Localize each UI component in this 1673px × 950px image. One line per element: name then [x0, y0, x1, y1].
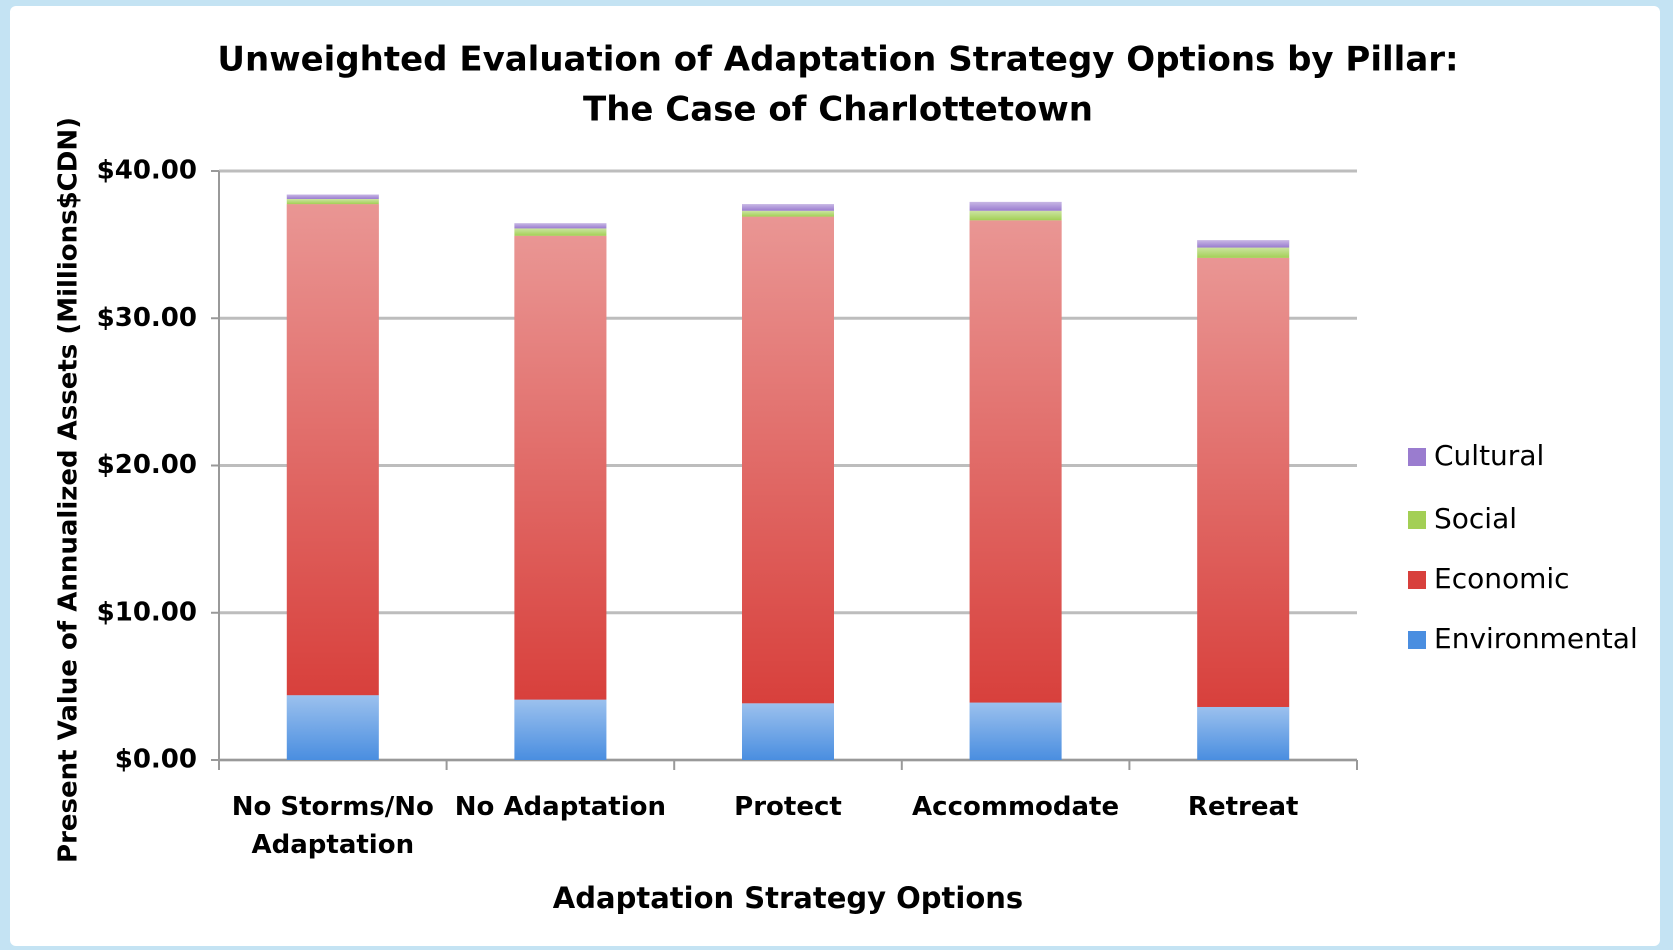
chart-title: Unweighted Evaluation of Adaptation Stra… [217, 40, 1458, 80]
chart-subtitle: The Case of Charlottetown [583, 90, 1093, 130]
x-tick-label: No Storms/No Adaptation [231, 792, 434, 860]
bar-sheen [742, 703, 834, 760]
y-tick-label: $20.00 [97, 450, 197, 480]
bar-sheen [742, 216, 834, 704]
y-tick-label: $0.00 [115, 745, 197, 775]
bar-sheen [1197, 257, 1290, 707]
x-tick-label: Protect [734, 792, 842, 822]
bar-sheen [286, 198, 379, 205]
bar-sheen [742, 204, 834, 211]
bar-sheen [969, 201, 1062, 211]
legend-swatch [1408, 511, 1426, 529]
bar-sheen [514, 699, 607, 760]
bar-sheen [286, 204, 379, 696]
bar-sheen [742, 210, 834, 217]
y-tick-label: $40.00 [97, 156, 197, 186]
legend-label: Social [1434, 502, 1517, 535]
legend-label: Economic [1434, 562, 1570, 595]
bar-sheen [1197, 240, 1290, 248]
bar-sheen [969, 220, 1062, 703]
bar-sheen [514, 223, 607, 229]
x-tick-label: Accommodate [912, 792, 1120, 822]
legend-swatch [1408, 571, 1426, 589]
bar-sheen [969, 210, 1062, 221]
bar-sheen [1197, 706, 1290, 760]
legend-swatch [1408, 448, 1426, 466]
legend-swatch [1408, 631, 1426, 649]
x-tick-label: No Adaptation [454, 792, 667, 822]
bar-sheen [286, 695, 379, 760]
legend-label: Cultural [1434, 439, 1544, 472]
y-tick-label: $10.00 [97, 597, 197, 627]
x-tick-label: Retreat [1187, 792, 1299, 822]
bar-sheen [514, 235, 607, 700]
bar-sheen [1197, 247, 1290, 258]
bar-sheen [969, 702, 1062, 760]
y-tick-label: $30.00 [97, 303, 197, 333]
bar-sheen [286, 194, 379, 199]
chart-panel [10, 6, 1660, 946]
bar-sheen [514, 228, 607, 236]
y-axis-title: Present Value of Annualized Assets (Mill… [54, 117, 84, 863]
legend-label: Environmental [1434, 622, 1638, 655]
x-axis-title: Adaptation Strategy Options [553, 881, 1023, 915]
